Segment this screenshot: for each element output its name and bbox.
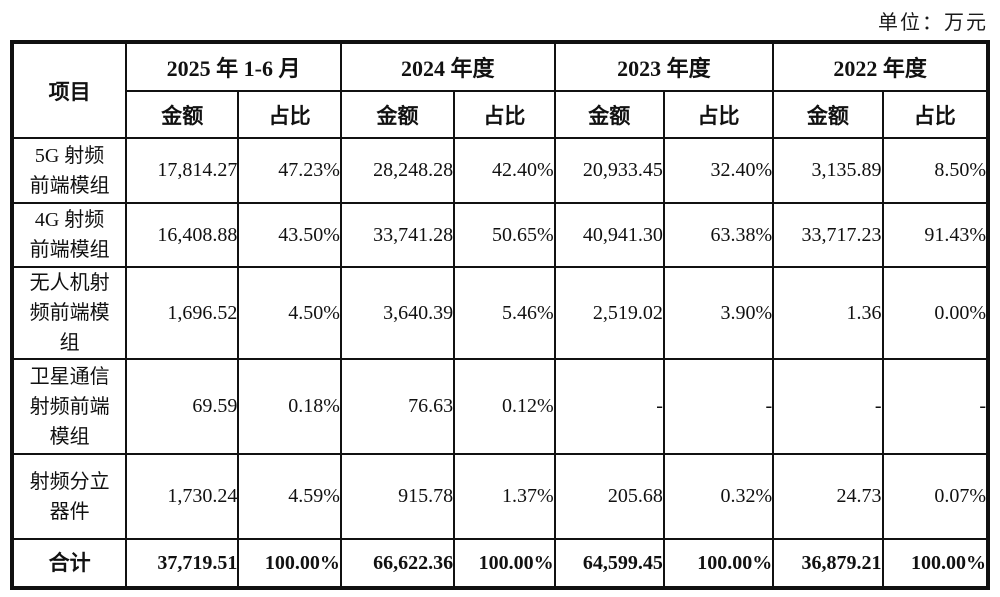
amount-cell: 1.36 bbox=[772, 266, 884, 360]
ratio-cell: - bbox=[662, 358, 775, 455]
ratio-cell: 47.23% bbox=[237, 137, 342, 204]
item-label: 卫星通信 射频前端 模组 bbox=[10, 358, 128, 455]
amount-cell: - bbox=[772, 358, 884, 455]
ratio-cell: 0.12% bbox=[453, 358, 556, 455]
amount-cell: 33,741.28 bbox=[339, 202, 456, 268]
period-header-2022: 2022 年度 bbox=[772, 41, 989, 92]
amount-cell: 33,717.23 bbox=[772, 202, 884, 268]
amount-cell: 36,879.21 bbox=[772, 538, 884, 589]
ratio-cell: 32.40% bbox=[662, 137, 775, 204]
ratio-header-2023: 占比 bbox=[662, 90, 775, 139]
ratio-cell: 3.90% bbox=[662, 266, 775, 360]
ratio-cell: 50.65% bbox=[453, 202, 556, 268]
period-header-2024: 2024 年度 bbox=[339, 41, 556, 92]
amount-header-2022: 金额 bbox=[772, 90, 884, 139]
amount-header-2024: 金额 bbox=[339, 90, 456, 139]
amount-cell: 3,640.39 bbox=[339, 266, 456, 360]
ratio-cell: 0.07% bbox=[881, 453, 989, 540]
ratio-cell: 8.50% bbox=[881, 137, 989, 204]
amount-cell: 40,941.30 bbox=[553, 202, 665, 268]
item-label: 无人机射 频前端模 组 bbox=[10, 266, 128, 360]
amount-cell: 28,248.28 bbox=[339, 137, 456, 204]
header-row-measures: 金额 占比 金额 占比 金额 占比 金额 占比 bbox=[12, 90, 989, 139]
amount-cell: 20,933.45 bbox=[553, 137, 665, 204]
amount-cell: 1,730.24 bbox=[125, 453, 240, 540]
ratio-cell: 100.00% bbox=[662, 538, 775, 589]
item-label: 4G 射频 前端模组 bbox=[10, 202, 128, 268]
amount-header-2023: 金额 bbox=[553, 90, 665, 139]
ratio-cell: 42.40% bbox=[453, 137, 556, 204]
amount-cell: 24.73 bbox=[772, 453, 884, 540]
table-row-satcom-rf-module: 卫星通信 射频前端 模组 69.59 0.18% 76.63 0.12% - -… bbox=[10, 358, 989, 455]
amount-cell: 76.63 bbox=[339, 358, 456, 455]
ratio-header-2025h1: 占比 bbox=[237, 90, 342, 139]
period-header-2025h1: 2025 年 1-6 月 bbox=[125, 41, 342, 92]
amount-cell: 1,696.52 bbox=[125, 266, 240, 360]
revenue-breakdown-table: 项目 2025 年 1-6 月 2024 年度 2023 年度 2022 年度 … bbox=[10, 40, 990, 590]
ratio-cell: 4.50% bbox=[237, 266, 342, 360]
amount-cell: 16,408.88 bbox=[125, 202, 240, 268]
period-header-2023: 2023 年度 bbox=[553, 41, 775, 92]
ratio-cell: 0.18% bbox=[237, 358, 342, 455]
ratio-cell: 43.50% bbox=[237, 202, 342, 268]
amount-cell: 915.78 bbox=[339, 453, 456, 540]
amount-cell: 205.68 bbox=[553, 453, 665, 540]
ratio-cell: 63.38% bbox=[662, 202, 775, 268]
ratio-header-2024: 占比 bbox=[453, 90, 556, 139]
item-label: 射频分立 器件 bbox=[10, 453, 128, 540]
ratio-cell: - bbox=[881, 358, 989, 455]
ratio-cell: 100.00% bbox=[237, 538, 342, 589]
ratio-cell: 0.00% bbox=[881, 266, 989, 360]
ratio-cell: 1.37% bbox=[453, 453, 556, 540]
amount-cell: 17,814.27 bbox=[125, 137, 240, 204]
item-label: 5G 射频 前端模组 bbox=[10, 137, 128, 204]
unit-label: 单位：万元 bbox=[878, 12, 988, 34]
amount-cell: - bbox=[553, 358, 665, 455]
table-row-rf-discrete-devices: 射频分立 器件 1,730.24 4.59% 915.78 1.37% 205.… bbox=[10, 453, 989, 540]
ratio-cell: 100.00% bbox=[453, 538, 556, 589]
table-row-5g-rf-module: 5G 射频 前端模组 17,814.27 47.23% 28,248.28 42… bbox=[10, 137, 989, 204]
ratio-cell: 100.00% bbox=[881, 538, 989, 589]
table-row-drone-rf-module: 无人机射 频前端模 组 1,696.52 4.50% 3,640.39 5.46… bbox=[10, 266, 989, 360]
amount-cell: 37,719.51 bbox=[125, 538, 240, 589]
ratio-header-2022: 占比 bbox=[881, 90, 989, 139]
amount-cell: 64,599.45 bbox=[553, 538, 665, 589]
header-row-periods: 项目 2025 年 1-6 月 2024 年度 2023 年度 2022 年度 bbox=[10, 41, 989, 139]
amount-cell: 3,135.89 bbox=[772, 137, 884, 204]
amount-cell: 69.59 bbox=[125, 358, 240, 455]
ratio-cell: 4.59% bbox=[237, 453, 342, 540]
ratio-cell: 91.43% bbox=[881, 202, 989, 268]
amount-header-2025h1: 金额 bbox=[125, 90, 240, 139]
amount-cell: 2,519.02 bbox=[553, 266, 665, 360]
table-row-total: 合计 37,719.51 100.00% 66,622.36 100.00% 6… bbox=[10, 538, 989, 589]
ratio-cell: 5.46% bbox=[453, 266, 556, 360]
item-column-header: 项目 bbox=[10, 41, 128, 139]
ratio-cell: 0.32% bbox=[662, 453, 775, 540]
table-row-4g-rf-module: 4G 射频 前端模组 16,408.88 43.50% 33,741.28 50… bbox=[10, 202, 989, 268]
amount-cell: 66,622.36 bbox=[339, 538, 456, 589]
total-label: 合计 bbox=[10, 538, 128, 589]
